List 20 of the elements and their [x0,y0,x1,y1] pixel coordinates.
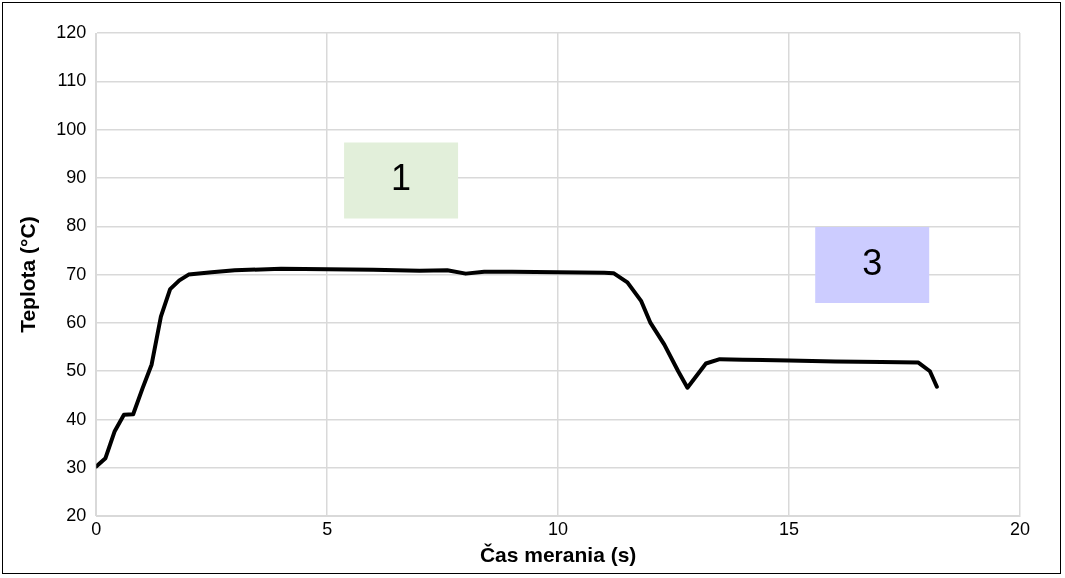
y-tick-label: 80 [66,215,87,236]
y-axis-title: Teplota (°C) [16,216,40,333]
x-tick-label: 20 [1009,518,1031,539]
x-axis-title: Čas merania (s) [479,543,637,567]
y-tick-label: 90 [66,166,87,187]
y-tick-label: 60 [66,311,87,332]
annotation: 1 [391,157,412,199]
y-tick-label: 110 [57,70,87,91]
y-tick-label: 100 [56,118,87,139]
x-tick-label: 5 [322,518,333,539]
x-tick-label: 10 [548,518,569,539]
y-tick-label: 70 [66,263,87,284]
x-tick-label: 0 [91,518,102,539]
y-tick-label: 50 [66,360,87,381]
y-tick-label: 120 [56,21,87,42]
annotation: 3 [862,241,883,283]
y-tick-label: 30 [66,456,87,477]
y-tick-label: 40 [66,408,87,429]
y-tick-label: 20 [66,505,87,526]
x-tick-label: 15 [779,518,800,539]
